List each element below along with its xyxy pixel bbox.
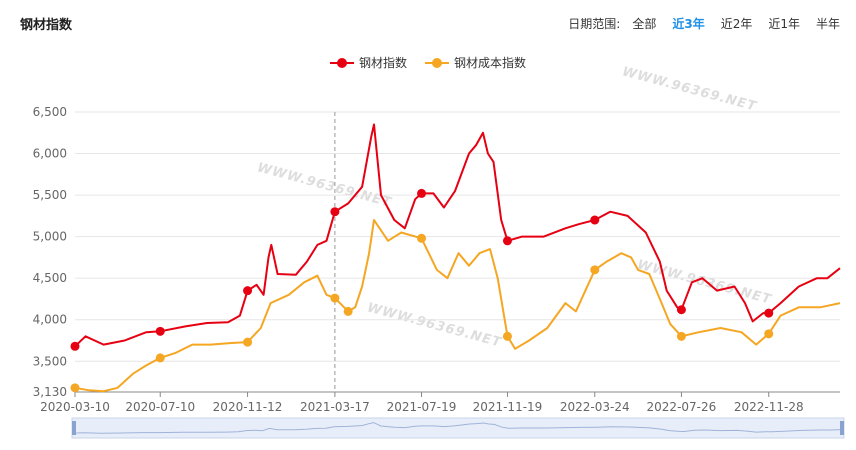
series-line-1 — [74, 219, 841, 393]
series-group — [70, 123, 841, 393]
legend-marker-steel — [329, 57, 354, 68]
data-zoom-slider[interactable] — [71, 417, 845, 439]
x-tick-label: 2020-03-10 — [40, 400, 110, 414]
data-point — [343, 306, 353, 316]
x-axis-ticks: 2020-03-10 2020-07-10 2020-11-12 2021-03-17… — [40, 392, 804, 414]
series-line-0 — [74, 123, 841, 348]
y-axis-ticks: 6,500 6,000 5,500 5,000 4,500 4,000 3,500 3,130 — [33, 105, 67, 399]
range-3y-button[interactable]: 近3年 — [672, 17, 705, 31]
data-point — [502, 236, 512, 246]
data-point — [676, 331, 686, 341]
range-2y-button[interactable]: 近2年 — [720, 17, 753, 31]
x-tick-label: 2022-07-26 — [647, 400, 717, 414]
range-6m-button[interactable]: 半年 — [815, 17, 840, 31]
legend-item-cost[interactable]: 钢材成本指数 — [425, 54, 526, 71]
zoom-handle-left[interactable] — [72, 421, 76, 435]
zoom-slider-preview — [71, 422, 845, 434]
y-tick-label: 6,000 — [33, 147, 67, 161]
data-point — [243, 337, 253, 347]
data-point — [417, 188, 427, 198]
range-1y-button[interactable]: 近1年 — [768, 17, 800, 31]
y-tick-label: 5,000 — [33, 230, 67, 244]
zoom-handle-right[interactable] — [840, 421, 844, 435]
x-tick-label: 2022-03-24 — [560, 400, 630, 414]
data-point — [243, 286, 253, 296]
x-tick-label: 2020-11-12 — [213, 400, 283, 414]
y-tick-label: 5,500 — [33, 188, 67, 202]
data-point — [70, 341, 80, 351]
zoom-slider-track[interactable] — [71, 417, 845, 439]
x-tick-label: 2021-11-19 — [473, 400, 543, 414]
page-title: 钢材指数 — [20, 18, 73, 33]
y-tick-label: 4,500 — [33, 271, 67, 285]
y-tick-label: 3,500 — [33, 354, 67, 368]
date-range-selector: 日期范围: 全部 近3年 近2年 近1年 半年 — [568, 15, 840, 32]
chart-legend: 钢材指数 钢材成本指数 — [0, 54, 856, 71]
x-tick-label: 2021-07-19 — [387, 400, 457, 414]
data-point — [417, 233, 427, 243]
range-all-button[interactable]: 全部 — [632, 17, 657, 31]
data-point — [764, 308, 774, 318]
data-point — [330, 293, 340, 303]
legend-label-steel: 钢材指数 — [358, 56, 407, 70]
data-point — [590, 265, 600, 275]
data-point — [502, 331, 512, 341]
y-tick-label: 3,130 — [33, 385, 67, 399]
data-point — [764, 329, 774, 339]
data-point — [590, 215, 600, 225]
y-tick-label: 4,000 — [33, 313, 67, 327]
data-point — [155, 353, 165, 363]
legend-label-cost: 钢材成本指数 — [454, 56, 527, 70]
x-tick-label: 2020-07-10 — [125, 400, 195, 414]
data-point — [676, 305, 686, 315]
grid-lines — [75, 111, 840, 393]
x-tick-label: 2021-03-17 — [300, 400, 370, 414]
data-point — [155, 326, 165, 336]
data-point — [70, 383, 80, 393]
y-tick-label: 6,500 — [33, 105, 67, 119]
legend-marker-cost — [425, 57, 449, 68]
legend-item-steel[interactable]: 钢材指数 — [329, 54, 407, 71]
x-tick-label: 2022-11-28 — [734, 400, 804, 414]
data-point — [330, 207, 340, 217]
date-range-label: 日期范围: — [568, 17, 621, 31]
